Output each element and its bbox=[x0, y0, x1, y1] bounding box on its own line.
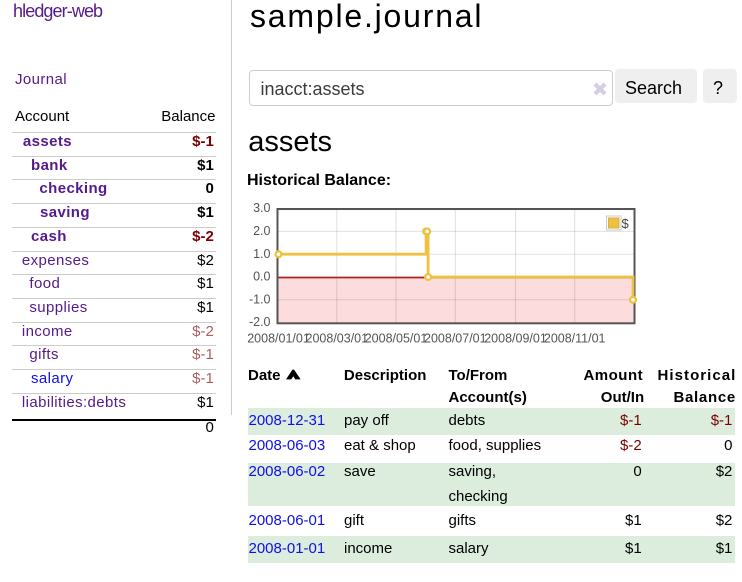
svg-text:-1.0: -1.0 bbox=[249, 292, 271, 306]
svg-text:2008/11/01: 2008/11/01 bbox=[544, 331, 606, 345]
svg-text:3.0: 3.0 bbox=[253, 201, 270, 215]
svg-text:2.0: 2.0 bbox=[253, 224, 270, 238]
svg-text:2008/07/01: 2008/07/01 bbox=[424, 331, 487, 345]
svg-text:1.0: 1.0 bbox=[253, 247, 270, 261]
svg-text:2008/09/01: 2008/09/01 bbox=[484, 331, 547, 345]
svg-text:$: $ bbox=[622, 216, 630, 231]
svg-text:0.0: 0.0 bbox=[253, 270, 270, 284]
svg-text:2008/05/01: 2008/05/01 bbox=[365, 331, 428, 345]
svg-text:2008/03/01: 2008/03/01 bbox=[306, 331, 369, 345]
svg-text:2008/01/01: 2008/01/01 bbox=[247, 331, 310, 345]
svg-text:-2.0: -2.0 bbox=[249, 315, 271, 329]
